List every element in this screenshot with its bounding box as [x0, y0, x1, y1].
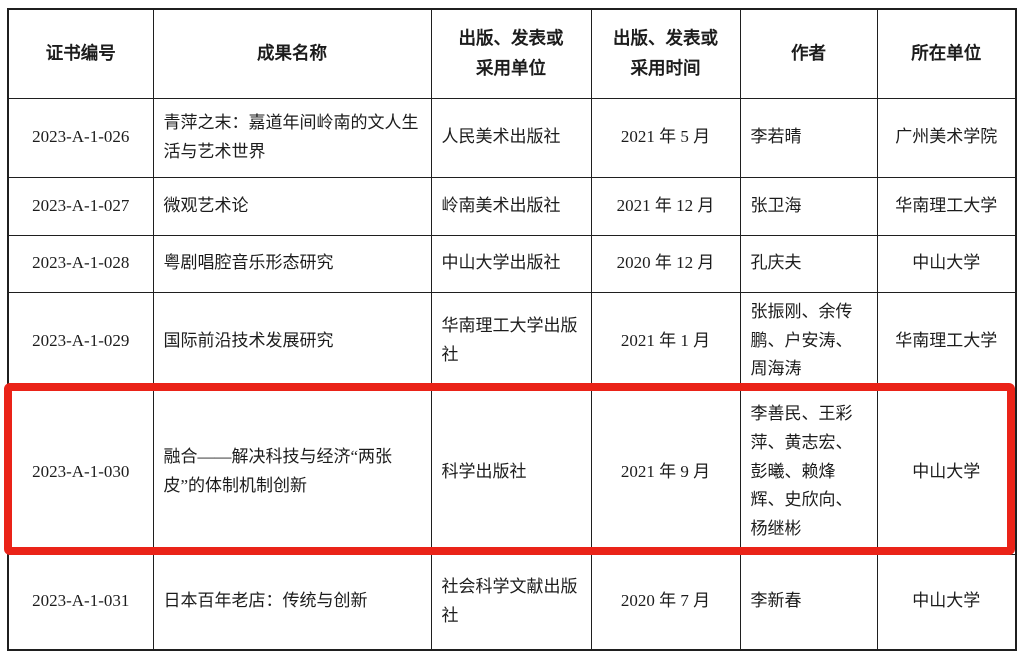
cell-publish-time: 2021 年 5 月	[590, 97, 741, 178]
cell-authors: 李善民、王彩萍、黄志宏、彭曦、赖烽辉、史欣向、杨继彬	[739, 389, 878, 555]
cell-affiliation: 中山大学	[876, 389, 1017, 555]
cell-affiliation: 广州美术学院	[876, 97, 1017, 178]
cell-achievement-name: 国际前沿技术发展研究	[152, 291, 432, 391]
cell-authors: 孔庆夫	[739, 234, 878, 293]
header-authors: 作者	[739, 8, 878, 99]
results-table: 证书编号 成果名称 出版、发表或 采用单位 出版、发表或 采用时间 作者 所在单…	[7, 8, 1017, 651]
cell-authors: 张振刚、余传鹏、户安涛、周海涛	[739, 291, 878, 391]
cell-publish-time: 2021 年 1 月	[590, 291, 741, 391]
cell-publish-time: 2021 年 9 月	[590, 389, 741, 555]
cell-affiliation: 华南理工大学	[876, 176, 1017, 236]
table-row: 2023-A-1-028 粤剧唱腔音乐形态研究 中山大学出版社 2020 年 1…	[7, 234, 1017, 293]
cell-achievement-name: 融合——解决科技与经济“两张皮”的体制机制创新	[152, 389, 432, 555]
cell-cert-number: 2023-A-1-029	[7, 291, 154, 391]
cell-cert-number: 2023-A-1-030	[7, 389, 154, 555]
header-achievement-name: 成果名称	[152, 8, 432, 99]
cell-publisher-unit: 人民美术出版社	[430, 97, 592, 178]
header-affiliation: 所在单位	[876, 8, 1017, 99]
cell-publish-time: 2020 年 7 月	[590, 553, 741, 651]
cell-affiliation: 中山大学	[876, 553, 1017, 651]
table-row: 2023-A-1-026 青萍之末：嘉道年间岭南的文人生活与艺术世界 人民美术出…	[7, 97, 1017, 178]
cell-achievement-name: 青萍之末：嘉道年间岭南的文人生活与艺术世界	[152, 97, 432, 178]
cell-cert-number: 2023-A-1-026	[7, 97, 154, 178]
table-row: 2023-A-1-029 国际前沿技术发展研究 华南理工大学出版社 2021 年…	[7, 291, 1017, 391]
cell-cert-number: 2023-A-1-027	[7, 176, 154, 236]
cell-affiliation: 华南理工大学	[876, 291, 1017, 391]
cell-cert-number: 2023-A-1-028	[7, 234, 154, 293]
header-publish-time: 出版、发表或 采用时间	[590, 8, 741, 99]
cell-publish-time: 2020 年 12 月	[590, 234, 741, 293]
table-row: 2023-A-1-031 日本百年老店：传统与创新 社会科学文献出版社 2020…	[7, 553, 1017, 651]
cell-publish-time: 2021 年 12 月	[590, 176, 741, 236]
cell-publisher-unit: 华南理工大学出版社	[430, 291, 592, 391]
cell-achievement-name: 微观艺术论	[152, 176, 432, 236]
cell-publisher-unit: 中山大学出版社	[430, 234, 592, 293]
cell-publisher-unit: 科学出版社	[430, 389, 592, 555]
table-row-highlighted: 2023-A-1-030 融合——解决科技与经济“两张皮”的体制机制创新 科学出…	[7, 389, 1017, 555]
cell-affiliation: 中山大学	[876, 234, 1017, 293]
cell-achievement-name: 粤剧唱腔音乐形态研究	[152, 234, 432, 293]
cell-publisher-unit: 社会科学文献出版社	[430, 553, 592, 651]
table-row: 2023-A-1-027 微观艺术论 岭南美术出版社 2021 年 12 月 张…	[7, 176, 1017, 236]
cell-authors: 张卫海	[739, 176, 878, 236]
header-cert-number: 证书编号	[7, 8, 154, 99]
cell-achievement-name: 日本百年老店：传统与创新	[152, 553, 432, 651]
table-header-row: 证书编号 成果名称 出版、发表或 采用单位 出版、发表或 采用时间 作者 所在单…	[7, 8, 1017, 99]
cell-publisher-unit: 岭南美术出版社	[430, 176, 592, 236]
cell-authors: 李若晴	[739, 97, 878, 178]
cell-authors: 李新春	[739, 553, 878, 651]
header-publisher-unit: 出版、发表或 采用单位	[430, 8, 592, 99]
cell-cert-number: 2023-A-1-031	[7, 553, 154, 651]
